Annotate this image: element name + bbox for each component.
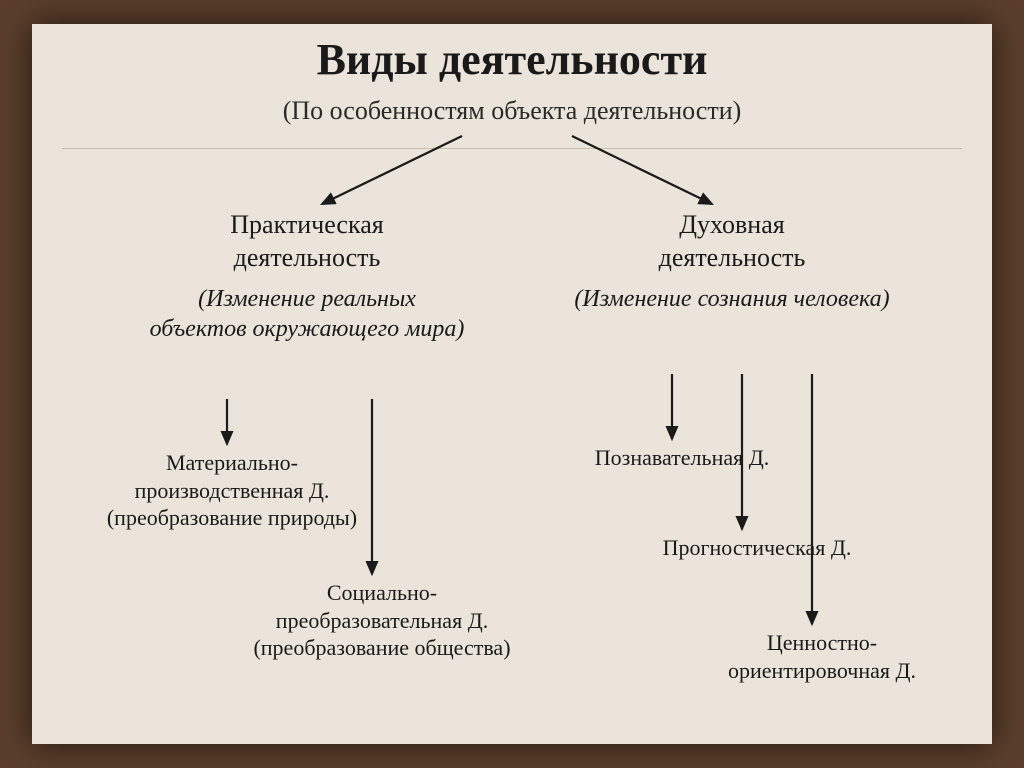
slide: Виды деятельности (По особенностям объек… [32, 24, 992, 744]
spiritual-heading: Духовнаядеятельность [602, 209, 862, 274]
divider [62, 148, 962, 149]
arrow [572, 136, 712, 204]
arrow [322, 136, 462, 204]
spiritual-child-cognitive: Познавательная Д. [562, 444, 802, 472]
practical-child-material-production: Материально-производственная Д. (преобра… [102, 449, 362, 532]
practical-child-social-transform: Социально-преобразовательная Д. (преобра… [252, 579, 512, 662]
diagram-title: Виды деятельности [32, 34, 992, 85]
spiritual-child-value-oriented: Ценностно-ориентировочная Д. [692, 629, 952, 684]
practical-heading: Практическаядеятельность [167, 209, 447, 274]
practical-description: (Изменение реальных объектов окружающего… [147, 284, 467, 344]
spiritual-child-prognostic: Прогностическая Д. [627, 534, 887, 562]
diagram-subtitle: (По особенностям объекта деятельности) [32, 96, 992, 126]
spiritual-description: (Изменение сознания человека) [572, 284, 892, 314]
